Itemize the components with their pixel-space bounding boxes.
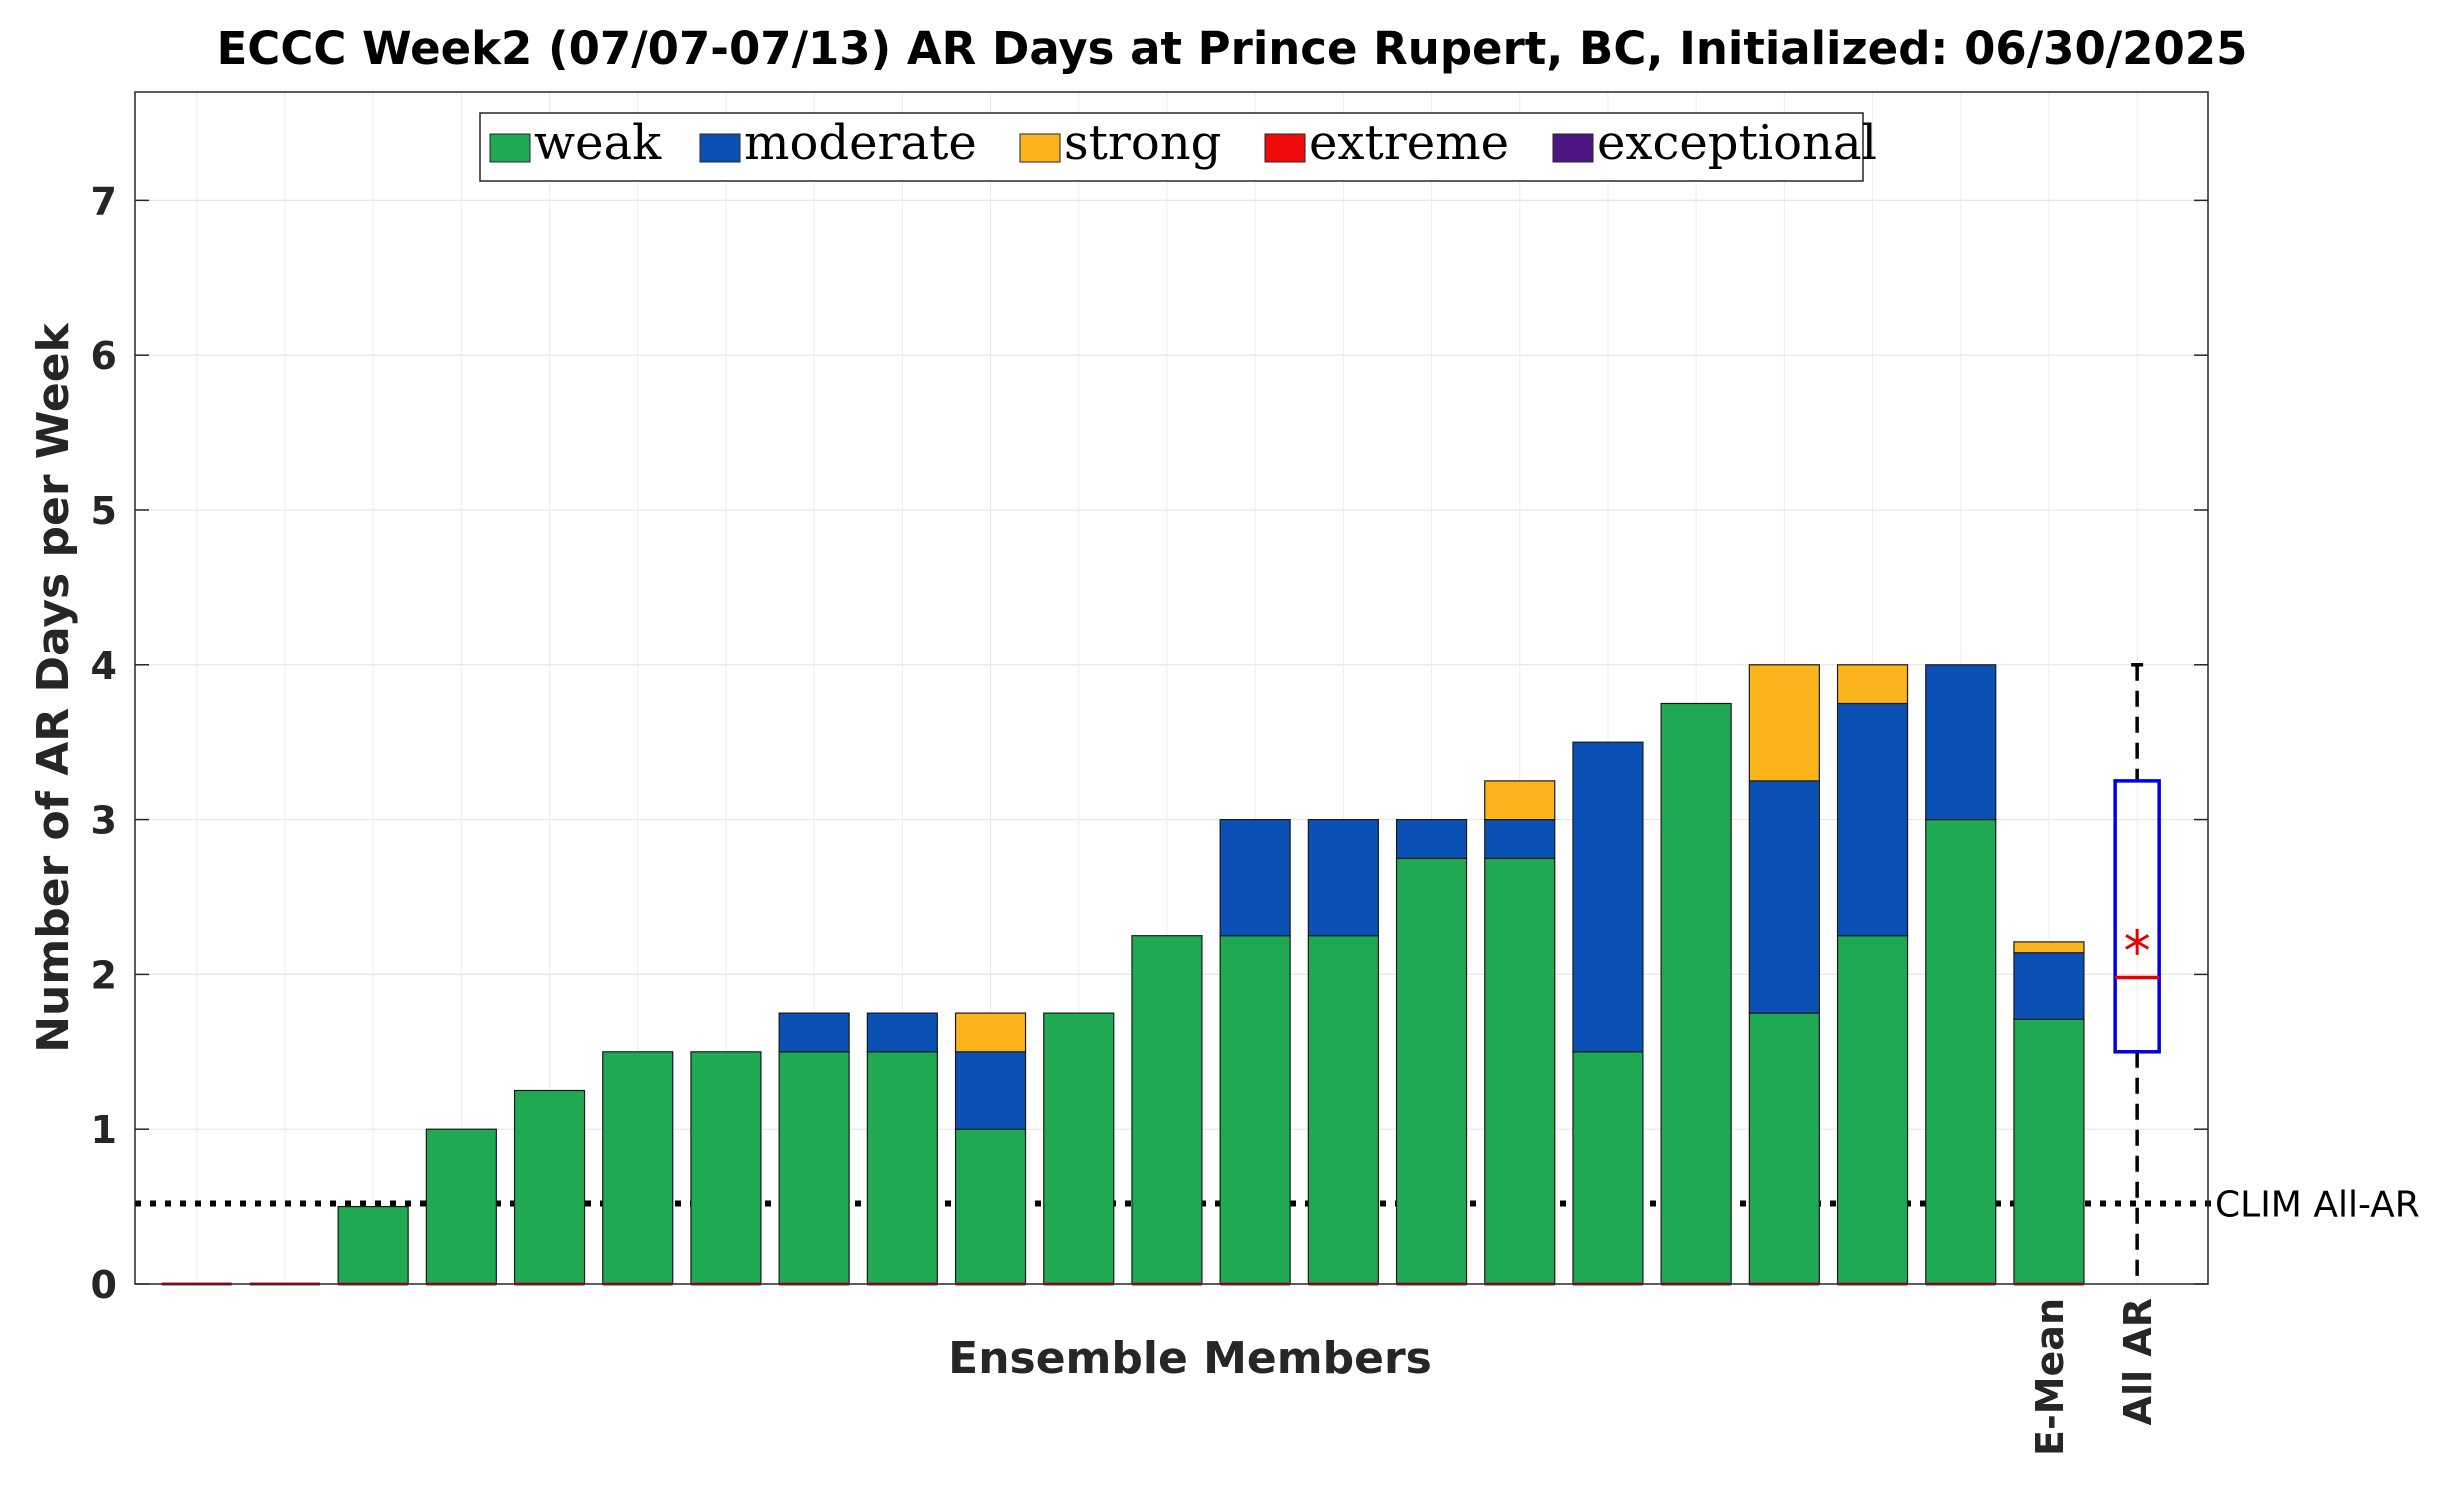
bar-segment-weak xyxy=(602,1051,674,1285)
bar-segment-moderate xyxy=(1836,702,1909,937)
bar-segment-moderate xyxy=(2013,952,2085,1020)
bar-segment-weak xyxy=(1043,1012,1115,1285)
bar-segment-weak xyxy=(1572,1051,1644,1285)
bar-segment-moderate xyxy=(866,1012,938,1053)
bar-segment-weak xyxy=(1219,935,1291,1285)
bar-segment-weak xyxy=(1307,935,1379,1285)
legend-swatch-exceptional xyxy=(1552,133,1594,163)
bar-segment-weak xyxy=(1748,1012,1820,1285)
bar-segment-weak xyxy=(513,1089,586,1285)
chart-title: ECCC Week2 (07/07-07/13) AR Days at Prin… xyxy=(217,22,2248,75)
boxplot-box xyxy=(2113,779,2161,1054)
bar-segment-weak xyxy=(690,1051,762,1285)
bar-segment-strong xyxy=(2013,941,2085,954)
bar-segment-moderate xyxy=(954,1051,1027,1130)
bar-segment-weak xyxy=(1131,935,1203,1285)
y-axis-label: Number of AR Days per Week xyxy=(28,321,79,1052)
bar-segment-strong xyxy=(1748,664,1820,782)
bar-segment-weak xyxy=(337,1205,409,1285)
boxplot-mean-marker xyxy=(2125,928,2150,955)
y-tick-label: 6 xyxy=(91,334,117,378)
y-tick-label: 4 xyxy=(91,644,117,688)
y-tick-label: 7 xyxy=(91,179,117,223)
clim-reference-label: CLIM All-AR xyxy=(2215,1185,2420,1226)
bar-segment-moderate xyxy=(1307,818,1379,937)
bars xyxy=(161,664,2085,1286)
bar-segment-moderate xyxy=(1925,664,1997,821)
bar-segment-weak xyxy=(1836,935,1909,1285)
bar-segment-strong xyxy=(954,1012,1027,1053)
y-tick-label: 5 xyxy=(91,489,117,533)
legend-swatch-extreme xyxy=(1264,133,1306,163)
bar-segment-moderate xyxy=(1484,818,1556,859)
boxplot xyxy=(2113,663,2161,1284)
bar-segment-moderate xyxy=(1748,780,1820,1014)
y-tick-label: 0 xyxy=(91,1263,117,1307)
bar-segment-moderate xyxy=(1572,741,1644,1053)
legend-label-extreme: extreme xyxy=(1309,115,1509,171)
legend-label-strong: strong xyxy=(1064,115,1221,171)
bar-segment-weak xyxy=(1395,857,1468,1285)
bar-segment-moderate xyxy=(778,1012,850,1053)
mean-marker-stroke xyxy=(2125,934,2150,950)
y-tick-label: 2 xyxy=(91,953,117,997)
legend-label-moderate: moderate xyxy=(744,115,977,171)
plot-frame xyxy=(134,91,2209,1285)
legend-label-weak: weak xyxy=(534,115,662,171)
legend: weak moderate strong extreme exceptional xyxy=(479,112,1877,182)
x-axis-ticks: E-Mean All AR xyxy=(2028,1298,2160,1456)
y-tick-label: 3 xyxy=(91,799,117,843)
bar-segment-weak xyxy=(954,1128,1027,1285)
bar-segment-weak xyxy=(778,1051,850,1285)
bar-segment-moderate xyxy=(1395,818,1468,859)
x-tick-label: All AR xyxy=(2116,1298,2160,1425)
bar-segment-moderate xyxy=(1219,818,1291,937)
legend-swatch-moderate xyxy=(699,133,741,163)
legend-label-exceptional: exceptional xyxy=(1597,115,1877,171)
legend-swatch-strong xyxy=(1019,133,1061,163)
bar-segment-weak xyxy=(2013,1018,2085,1285)
bar-segment-weak xyxy=(1925,818,1997,1285)
bar-segment-weak xyxy=(1484,857,1556,1285)
bar-segment-weak xyxy=(866,1051,938,1285)
x-axis-label: Ensemble Members xyxy=(948,1333,1432,1384)
y-axis-ticks: 0 1 2 3 4 5 6 7 xyxy=(91,179,2208,1307)
x-tick-label: E-Mean xyxy=(2028,1298,2072,1456)
y-tick-label: 1 xyxy=(91,1108,117,1152)
bar-segment-weak xyxy=(425,1128,497,1285)
legend-swatch-weak xyxy=(489,133,531,163)
bar-segment-weak xyxy=(1660,702,1732,1285)
bar-segment-strong xyxy=(1484,780,1556,821)
bar-segment-strong xyxy=(1836,664,1909,705)
